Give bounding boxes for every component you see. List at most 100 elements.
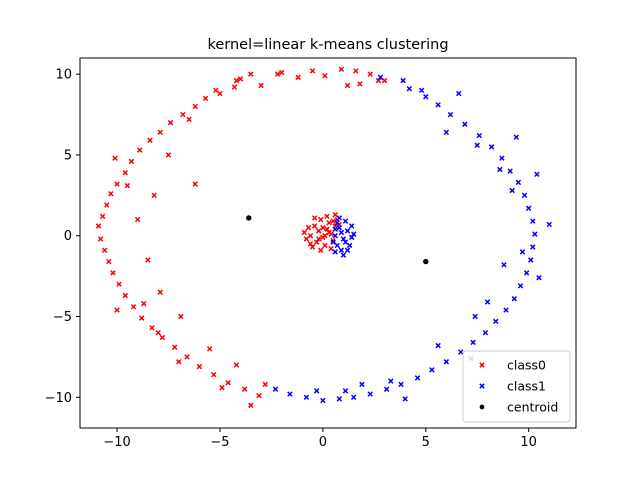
- class0-point: [116, 281, 122, 287]
- class1-point: [330, 239, 336, 245]
- class0-point: [324, 226, 330, 232]
- x-tick-label: 5: [422, 435, 430, 450]
- class1-point: [534, 171, 540, 178]
- class1-point: [435, 102, 441, 108]
- class1-point: [488, 144, 495, 150]
- class1-point: [525, 205, 532, 211]
- class0-point: [136, 147, 143, 153]
- class0-point: [99, 213, 106, 220]
- class1-point: [476, 132, 483, 139]
- class1-point: [429, 367, 435, 373]
- class0-point: [101, 247, 108, 254]
- class1-point: [507, 168, 513, 174]
- class0-point: [151, 192, 157, 199]
- class0-point: [318, 216, 324, 223]
- class0-point: [176, 359, 182, 365]
- class0-point: [309, 68, 316, 74]
- centroid-point: [423, 258, 429, 265]
- class0-point: [122, 292, 129, 299]
- class0-point: [128, 158, 135, 165]
- class0-point: [305, 224, 312, 231]
- class0-point: [326, 220, 332, 226]
- class0-point: [316, 236, 322, 242]
- class0-point: [171, 344, 178, 350]
- chart-title: kernel=linear k-means clustering: [207, 37, 448, 53]
- class0-point: [130, 304, 137, 310]
- class1-point: [342, 388, 349, 394]
- class0-point: [322, 232, 328, 239]
- class1-point: [344, 228, 351, 234]
- class0-point: [332, 211, 338, 218]
- y-tick-label: −5: [53, 310, 72, 325]
- class1-point: [455, 90, 462, 97]
- class0-point: [192, 181, 198, 187]
- series-centroid: [246, 215, 429, 265]
- class0-point: [338, 66, 345, 73]
- class1-point: [313, 388, 320, 394]
- legend: class0 class1 centroid: [462, 350, 571, 423]
- class0-point: [149, 325, 155, 331]
- class1-point: [340, 236, 347, 242]
- class1-point: [320, 397, 326, 404]
- class1-point: [482, 329, 489, 336]
- class1-point: [400, 77, 406, 84]
- class1-point: [367, 391, 373, 397]
- y-tick-label: −10: [45, 391, 72, 406]
- class0-point: [367, 71, 373, 77]
- y-tick-label: 10: [55, 68, 72, 83]
- class1-point: [497, 166, 503, 173]
- class1-point: [470, 339, 476, 346]
- legend-label-class1: class1: [507, 379, 546, 394]
- class0-point: [141, 300, 147, 307]
- x-tick-label: −5: [210, 435, 229, 450]
- class0-point: [316, 228, 322, 234]
- class0-point: [237, 76, 244, 82]
- class1-point: [484, 299, 491, 305]
- class0-point: [157, 129, 163, 136]
- class1-point: [513, 134, 520, 140]
- class1-point: [338, 229, 345, 236]
- class0-point: [114, 181, 120, 187]
- class0-point: [309, 244, 316, 250]
- class1-point: [334, 220, 340, 226]
- class1-point: [332, 232, 338, 239]
- class0-point: [231, 84, 238, 90]
- class1-point: [530, 244, 536, 250]
- class1-point: [342, 218, 349, 224]
- class1-point: [342, 239, 349, 245]
- class1-point: [532, 231, 538, 237]
- class0-point: [233, 77, 240, 84]
- class0-point: [233, 362, 240, 368]
- legend-entry-class0: class0: [479, 358, 546, 373]
- class1-point: [523, 270, 530, 276]
- class0-point: [225, 380, 231, 386]
- class0-point: [112, 155, 118, 161]
- class1-point: [388, 378, 394, 384]
- class1-point: [272, 386, 279, 392]
- class0-point: [110, 270, 116, 276]
- class0-point: [165, 152, 172, 158]
- class1-point: [336, 215, 343, 221]
- class1-point: [423, 94, 429, 100]
- class0-point: [122, 169, 129, 176]
- class0-point: [241, 386, 248, 392]
- centroid-point: [246, 215, 252, 221]
- class1-point: [527, 257, 534, 263]
- class0-point: [381, 77, 388, 84]
- class0-point: [278, 69, 285, 76]
- class1-point: [503, 307, 509, 313]
- class0-point: [328, 245, 334, 252]
- class1-point: [462, 121, 468, 127]
- class0-point: [274, 71, 281, 77]
- class1-point: [517, 283, 524, 289]
- class1-point: [334, 242, 340, 249]
- legend-marker-class0: [479, 362, 485, 368]
- class1-point: [472, 313, 478, 320]
- class1-point: [435, 342, 441, 349]
- class0-point: [217, 90, 223, 97]
- series-class0: [95, 66, 388, 409]
- class1-point: [350, 231, 357, 237]
- class0-point: [104, 202, 110, 208]
- class1-point: [509, 187, 515, 194]
